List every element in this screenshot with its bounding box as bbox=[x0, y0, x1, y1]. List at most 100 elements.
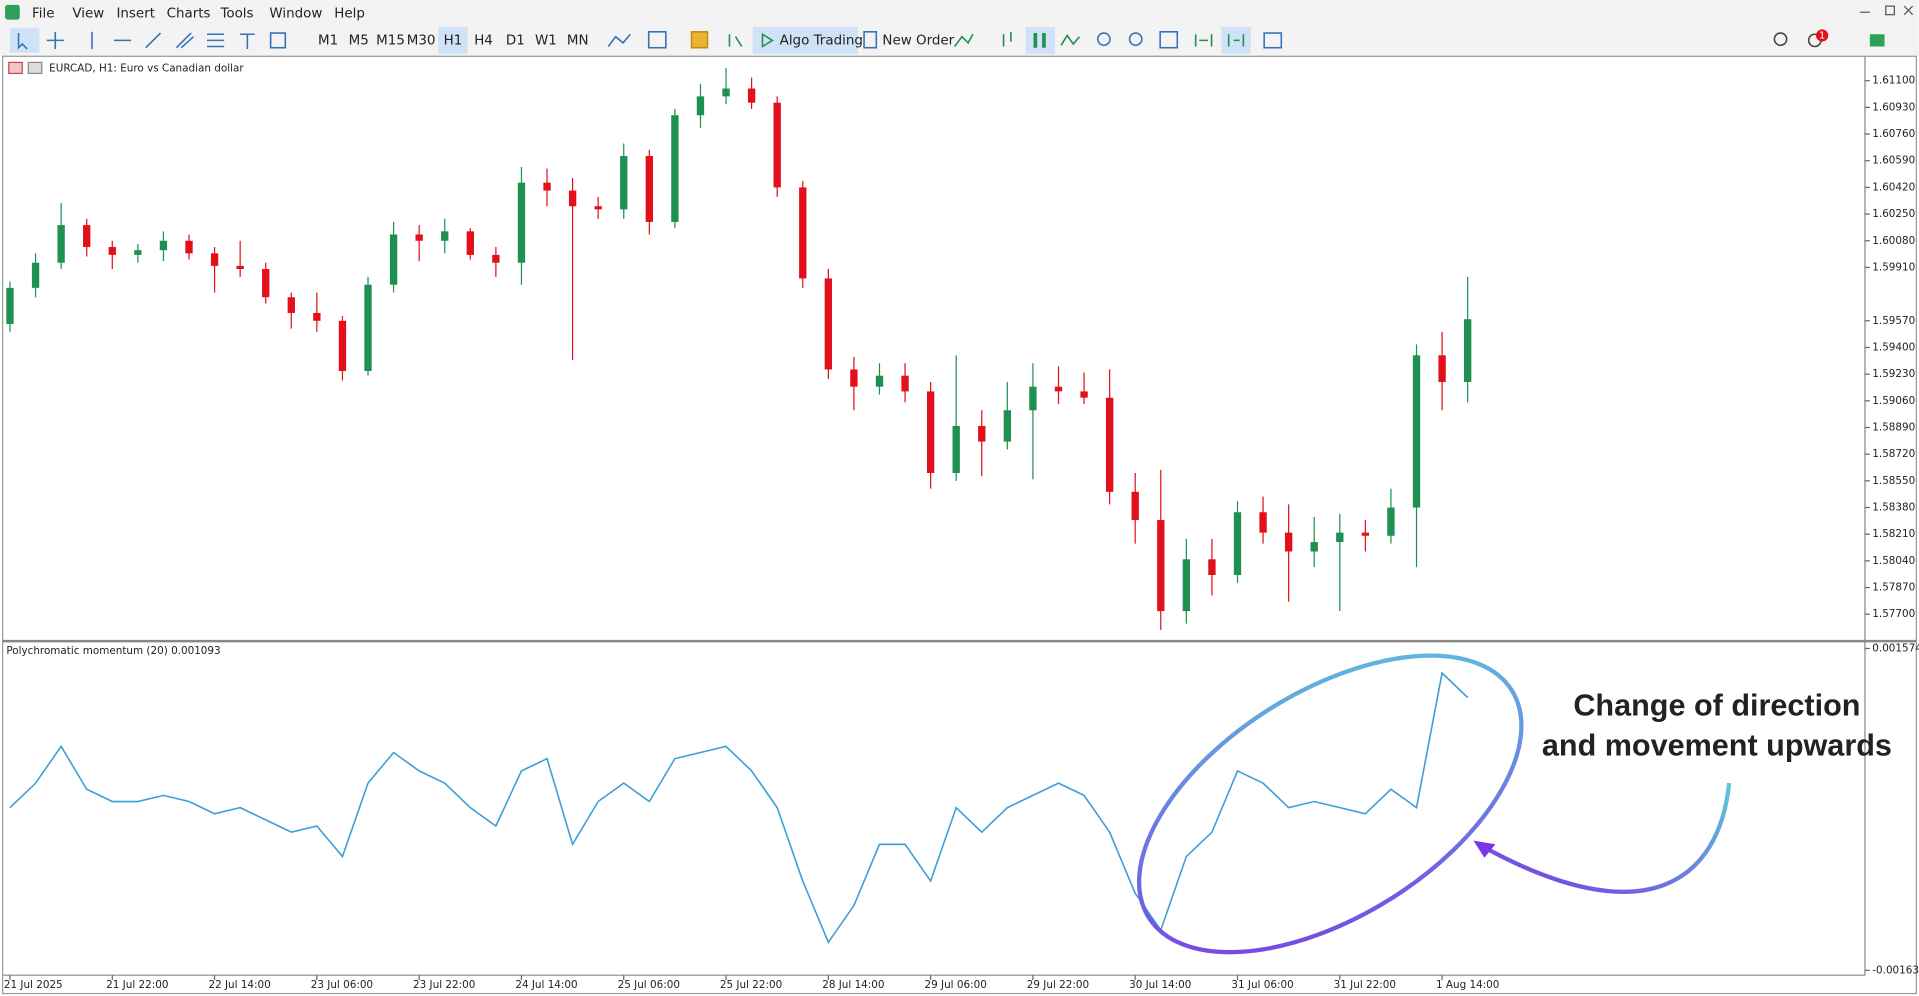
y-tick-label: 1.59400 bbox=[1872, 341, 1915, 353]
candle-body bbox=[824, 278, 833, 370]
chart-icon bbox=[27, 61, 43, 75]
menu-item[interactable]: Help bbox=[334, 6, 365, 21]
text-tool[interactable] bbox=[240, 33, 255, 49]
tool-icons bbox=[9, 26, 1885, 54]
timeframe[interactable]: M5 bbox=[349, 33, 369, 48]
candle-body bbox=[747, 88, 756, 103]
screenshot-btn[interactable] bbox=[1263, 32, 1283, 49]
cursor-tool[interactable] bbox=[17, 33, 28, 50]
restore[interactable] bbox=[1885, 5, 1895, 16]
menu-item[interactable]: Charts bbox=[167, 6, 211, 21]
signals-btn[interactable] bbox=[728, 34, 743, 47]
candle-body bbox=[262, 269, 270, 298]
menu-item[interactable]: Tools bbox=[219, 6, 253, 21]
y-tick-label: 1.60590 bbox=[1872, 155, 1915, 167]
trade-btn[interactable] bbox=[953, 33, 974, 47]
candle-body bbox=[517, 182, 526, 263]
x-tick-label: 23 Jul 06:00 bbox=[311, 979, 373, 991]
y-tick-label: 1.58550 bbox=[1872, 475, 1915, 487]
candle-body bbox=[1438, 355, 1446, 382]
x-tick-label: 22 Jul 14:00 bbox=[208, 979, 270, 991]
close[interactable] bbox=[1903, 5, 1914, 16]
app-icon bbox=[5, 4, 20, 20]
candle-body bbox=[1054, 386, 1063, 392]
channel-tool[interactable] bbox=[175, 32, 195, 49]
y-tick-label: 1.57870 bbox=[1872, 582, 1915, 594]
candle-body bbox=[850, 369, 858, 387]
shapes-tool[interactable] bbox=[269, 32, 287, 49]
candle-body bbox=[568, 190, 577, 207]
candle-body bbox=[671, 115, 679, 222]
zoom-out[interactable] bbox=[1128, 32, 1143, 47]
bars-btn[interactable] bbox=[1002, 31, 1012, 47]
y-tick-label: 1.59910 bbox=[1872, 261, 1915, 273]
templates-btn[interactable] bbox=[647, 31, 667, 49]
timeframe[interactable]: M1 bbox=[318, 33, 338, 48]
timeframe[interactable]: H4 bbox=[474, 33, 493, 48]
candle-body bbox=[389, 234, 398, 285]
x-tick-label: 28 Jul 14:00 bbox=[822, 979, 884, 991]
candle-body bbox=[338, 320, 347, 372]
line-btn[interactable] bbox=[1060, 34, 1081, 46]
candle-body bbox=[415, 234, 423, 241]
y-tick-label: 0.001574 bbox=[1872, 643, 1919, 655]
new-order[interactable]: New Order bbox=[882, 33, 954, 48]
y-tick-label: 1.59230 bbox=[1872, 368, 1915, 380]
timeframe[interactable]: W1 bbox=[535, 33, 557, 48]
toolbar-text: M1 M5 M15 M30 H1 H4 D1 W1 MN Algo Trading New Orde… bbox=[318, 26, 955, 54]
y-tick-label: 1.59570 bbox=[1872, 315, 1915, 327]
x-tick-label: 21 Jul 2025 bbox=[4, 979, 63, 991]
x-tick-label: 23 Jul 22:00 bbox=[413, 979, 475, 991]
market-btn[interactable] bbox=[690, 31, 709, 49]
timeframe[interactable]: M30 bbox=[407, 33, 436, 48]
y-tick-label: -0.001631 bbox=[1872, 964, 1919, 976]
candle-body bbox=[799, 187, 807, 279]
tile-btn[interactable] bbox=[1159, 31, 1179, 49]
candle-body bbox=[594, 206, 602, 210]
candle-body bbox=[1131, 491, 1139, 521]
indicator-title: Polychromatic momentum (20) 0.001093 bbox=[6, 645, 220, 657]
menu-item[interactable]: Window bbox=[269, 6, 322, 21]
badge bbox=[1816, 29, 1829, 42]
timeframe[interactable]: M15 bbox=[376, 33, 405, 48]
menu-item[interactable]: File bbox=[32, 6, 55, 21]
scroll-btn[interactable] bbox=[1194, 34, 1213, 47]
candle-body bbox=[1310, 542, 1318, 552]
timeframe[interactable]: MN bbox=[567, 33, 589, 48]
y-tick-label: 1.61100 bbox=[1872, 75, 1915, 87]
zoom-in[interactable] bbox=[1096, 32, 1111, 47]
candle-body bbox=[108, 247, 116, 255]
y-tick-label: 1.58720 bbox=[1872, 448, 1915, 460]
candle-body bbox=[1105, 397, 1114, 492]
search-btn[interactable] bbox=[1773, 32, 1788, 47]
timeframe[interactable]: H1 bbox=[444, 33, 463, 48]
candle-body bbox=[31, 262, 40, 288]
y-tick-label: 1.58210 bbox=[1872, 528, 1915, 540]
algo-trading[interactable]: Algo Trading bbox=[780, 33, 863, 48]
x-tick-label: 25 Jul 06:00 bbox=[618, 979, 680, 991]
cursor-active[interactable] bbox=[9, 28, 40, 53]
algo-bg[interactable] bbox=[752, 26, 858, 54]
candle-body bbox=[57, 225, 65, 263]
candle-body bbox=[875, 375, 884, 387]
badge-count: 1 bbox=[1819, 30, 1825, 41]
indicators-btn[interactable] bbox=[607, 33, 631, 47]
candles-active[interactable] bbox=[1025, 26, 1055, 54]
candle-body bbox=[901, 375, 909, 392]
fibo-tool[interactable] bbox=[206, 33, 225, 48]
candle-body bbox=[978, 425, 986, 442]
candle-body bbox=[1080, 391, 1088, 398]
window-controls bbox=[1860, 5, 1914, 16]
plot: 1.61100 1.60930 1.60760 1.60590 1.60420 1.602… bbox=[4, 68, 1919, 991]
crosshair-tool[interactable] bbox=[46, 31, 64, 49]
menu-item[interactable]: Insert bbox=[116, 6, 155, 21]
candle-body bbox=[1157, 520, 1165, 612]
menu-item[interactable]: View bbox=[72, 6, 104, 21]
x-tick-label: 1 Aug 14:00 bbox=[1436, 979, 1499, 991]
x-tick-label: 24 Jul 14:00 bbox=[515, 979, 577, 991]
menu-bar: File View Insert Charts Tools Window Help bbox=[32, 6, 365, 21]
timeframe[interactable]: D1 bbox=[506, 33, 525, 48]
y-tick-label: 1.60930 bbox=[1872, 101, 1915, 113]
candle-body bbox=[466, 231, 474, 255]
trend-tool[interactable] bbox=[145, 32, 162, 49]
